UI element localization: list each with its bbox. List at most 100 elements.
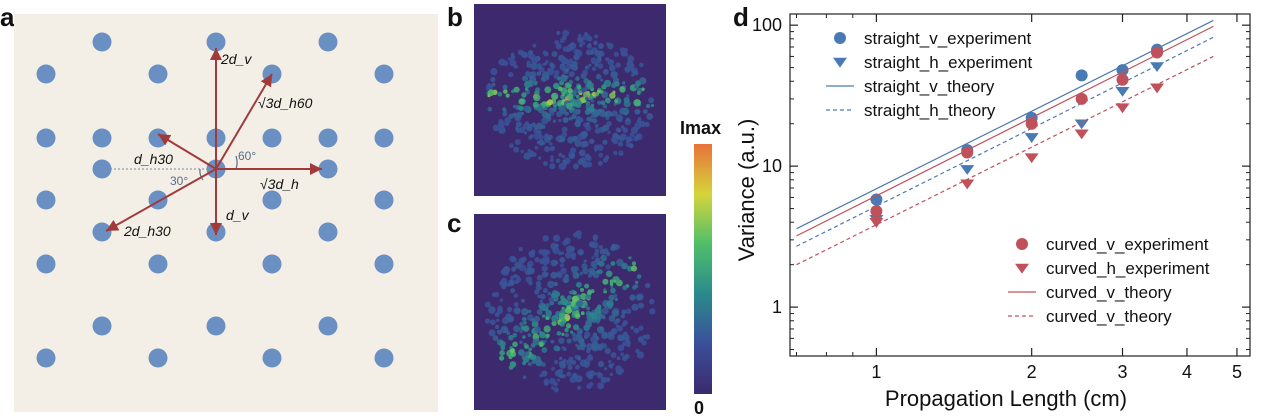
speckle <box>617 344 625 352</box>
speckle <box>609 92 616 99</box>
speckle <box>621 322 626 327</box>
speckle <box>612 137 619 145</box>
speckle <box>550 339 555 344</box>
speckle <box>602 124 610 132</box>
speckle <box>623 97 630 103</box>
data-point <box>1151 46 1164 59</box>
speckle <box>601 314 606 319</box>
speckle <box>635 348 640 354</box>
speckle <box>565 68 569 73</box>
speckle <box>584 109 591 115</box>
speckle <box>527 267 535 275</box>
lattice-dot <box>92 32 112 52</box>
speckle <box>556 30 561 36</box>
lattice-dot <box>148 64 168 84</box>
speckle <box>568 79 573 85</box>
speckle <box>578 43 584 48</box>
speckle <box>564 82 571 89</box>
speckle <box>564 237 571 245</box>
x-tick-label: 1 <box>871 362 881 382</box>
speckle <box>567 364 573 370</box>
speckle <box>557 368 564 375</box>
speckle <box>571 255 576 260</box>
speckle <box>639 62 644 68</box>
speckle <box>584 153 590 159</box>
data-point <box>1116 73 1129 86</box>
speckle <box>615 62 621 68</box>
speckle <box>639 120 646 128</box>
label-dh30: d_h30 <box>134 151 173 167</box>
data-point <box>1115 87 1130 97</box>
speckle <box>521 298 525 303</box>
speckle <box>644 121 650 127</box>
speckle <box>574 139 582 147</box>
speckle <box>609 372 614 377</box>
speckle <box>550 63 556 70</box>
speckle <box>564 332 570 338</box>
speckle <box>633 99 641 107</box>
speckle <box>521 316 527 322</box>
speckle <box>524 351 530 357</box>
speckle <box>628 143 633 148</box>
y-tick-label: 100 <box>752 15 782 35</box>
speckle <box>523 131 528 135</box>
speckle <box>490 68 498 76</box>
speckle <box>645 103 651 109</box>
speckle <box>508 57 512 61</box>
speckle <box>608 64 616 72</box>
speckle <box>545 333 550 338</box>
speckle <box>597 304 602 309</box>
speckle <box>593 40 598 46</box>
speckle <box>561 332 565 336</box>
speckle <box>606 99 611 104</box>
legend-label: curved_v_theory <box>1046 307 1172 326</box>
speckle <box>611 362 615 366</box>
lattice-dot <box>318 316 338 336</box>
speckle <box>541 71 550 79</box>
speckle <box>558 373 564 379</box>
panel-label-d: d <box>733 2 749 32</box>
speckle <box>559 356 563 361</box>
speckle <box>582 33 590 41</box>
speckle <box>576 281 582 288</box>
speckle <box>559 136 566 143</box>
speckle <box>586 116 591 122</box>
speckle <box>542 62 546 66</box>
speckle <box>534 145 539 150</box>
speckle <box>636 274 642 279</box>
speckle <box>606 300 614 308</box>
speckle <box>537 294 541 299</box>
speckle <box>605 270 613 278</box>
panel-label-a: a <box>0 2 15 32</box>
speckle <box>625 308 632 314</box>
speckle <box>600 254 607 262</box>
speckle <box>584 331 591 338</box>
speckle <box>610 261 616 266</box>
speckle <box>577 385 582 390</box>
lattice-dot <box>262 254 282 274</box>
speckle <box>555 158 561 164</box>
speckle <box>518 126 526 134</box>
speckle <box>535 280 542 287</box>
speckle <box>559 321 565 327</box>
legend-label: straight_v_experiment <box>864 29 1032 48</box>
speckle <box>578 149 586 157</box>
colorbar-min-label: 0 <box>694 398 704 416</box>
speckle <box>537 66 542 70</box>
speckle <box>588 138 595 145</box>
speckle <box>590 103 595 108</box>
speckle <box>626 94 630 98</box>
x-tick-label: 5 <box>1232 362 1242 382</box>
speckle <box>539 258 545 265</box>
speckle <box>571 64 578 71</box>
speckle <box>528 280 533 286</box>
speckle <box>610 71 618 79</box>
speckle <box>585 294 591 300</box>
speckle <box>612 276 620 284</box>
speckle <box>564 327 569 333</box>
speckle <box>575 94 580 99</box>
speckle <box>578 33 582 38</box>
speckle <box>603 79 612 88</box>
legend-label: curved_h_experiment <box>1046 259 1210 278</box>
speckle <box>524 87 529 91</box>
